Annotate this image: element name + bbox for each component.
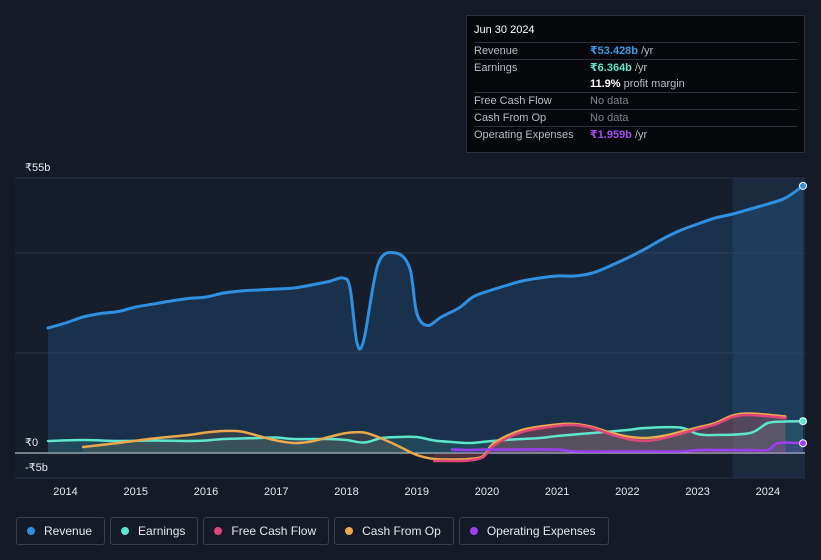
tooltip-label <box>474 76 590 92</box>
earnings-area <box>48 421 803 453</box>
x-tick-label: 2017 <box>264 486 289 498</box>
earnings-line <box>46 419 805 445</box>
tooltip-value: ₹53.428b /yr <box>590 45 654 57</box>
legend-label: Cash From Op <box>362 524 441 538</box>
legend-label: Free Cash Flow <box>231 524 317 538</box>
tooltip-label: Operating Expenses <box>474 129 574 141</box>
tooltip-value: ₹6.364b /yr <box>590 62 648 74</box>
x-tick-label: 2020 <box>474 486 500 498</box>
tooltip-row: Earnings ₹6.364b /yr <box>474 59 797 76</box>
legend-item-earnings[interactable]: Earnings <box>110 517 199 545</box>
revenue-line <box>46 184 805 351</box>
tooltip-row: Revenue ₹53.428b /yr <box>474 42 797 59</box>
past-year-highlight <box>732 178 805 478</box>
x-tick-label: 2016 <box>193 486 219 498</box>
chart-legend: Revenue Earnings Free Cash Flow Cash From O… <box>16 517 609 545</box>
cash-from-op-line <box>81 412 787 461</box>
tooltip-label: Revenue <box>474 45 519 57</box>
legend-dot-icon <box>214 527 223 535</box>
y-tick-zero: ₹0 <box>25 437 39 449</box>
legend-dot-icon <box>27 527 35 535</box>
tooltip-value: No data <box>590 112 629 124</box>
x-tick-label: 2022 <box>615 486 640 498</box>
legend-label: Revenue <box>44 524 93 538</box>
tooltip-date: Jun 30 2024 <box>474 24 535 36</box>
x-tick-label: 2018 <box>334 486 359 498</box>
x-tick-label: 2015 <box>123 486 149 498</box>
data-tooltip: Jun 30 2024 Revenue ₹53.428b /yr Earnings ₹… <box>466 15 805 153</box>
free-cash-flow-line <box>433 413 787 463</box>
cash-from-op-area <box>83 413 786 460</box>
legend-item-free-cash-flow[interactable]: Free Cash Flow <box>203 517 330 545</box>
tooltip-label: Cash From Op <box>474 112 547 124</box>
tooltip-row: 11.9% profit margin <box>474 76 797 92</box>
legend-item-operating-expenses[interactable]: Operating Expenses <box>458 517 609 545</box>
tooltip-row: Free Cash Flow No data <box>474 92 797 109</box>
tooltip-label: Free Cash Flow <box>474 95 552 107</box>
legend-item-revenue[interactable]: Revenue <box>16 517 106 545</box>
x-tick-label: 2023 <box>685 486 710 498</box>
x-tick-label: 2019 <box>404 486 429 498</box>
legend-dot-icon <box>345 527 354 535</box>
x-tick-label: 2014 <box>53 486 78 498</box>
operating-expenses-end-marker <box>799 439 807 448</box>
tooltip-label: Earnings <box>474 62 518 74</box>
tooltip-row: Operating Expenses ₹1.959b /yr <box>474 126 797 143</box>
tooltip-rows: Revenue ₹53.428b /yr Earnings ₹6.364b /yr 11… <box>474 42 797 143</box>
legend-label: Earnings <box>138 524 186 538</box>
legend-dot-icon <box>121 527 130 535</box>
x-tick-label: 2024 <box>755 486 781 498</box>
revenue-end-marker <box>799 181 807 190</box>
y-tick-bottom: -₹5b <box>25 462 48 474</box>
tooltip-row: Cash From Op No data <box>474 109 797 126</box>
legend-dot-icon <box>469 527 478 535</box>
tooltip-value: ₹1.959b /yr <box>590 129 648 141</box>
legend-item-cash-from-op[interactable]: Cash From Op <box>334 517 454 545</box>
y-tick-top: ₹55b <box>25 162 51 174</box>
legend-label: Operating Expenses <box>486 524 596 538</box>
revenue-area <box>48 185 803 453</box>
earnings-end-marker <box>799 417 807 426</box>
operating-expenses-line <box>450 441 805 453</box>
tooltip-value: No data <box>590 95 629 107</box>
x-tick-label: 2021 <box>544 486 570 498</box>
tooltip-value: 11.9% profit margin <box>590 78 685 90</box>
